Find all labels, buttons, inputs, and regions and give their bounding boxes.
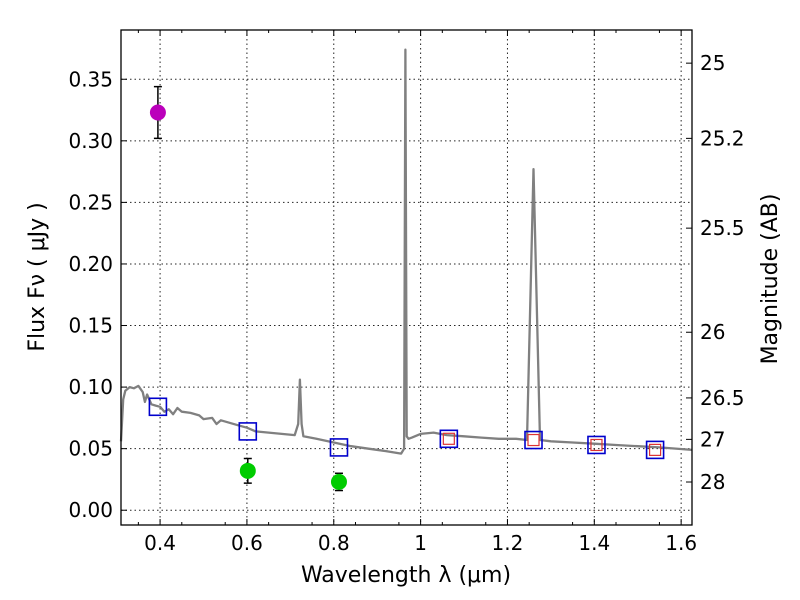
right-tick-label: 26.5 (700, 386, 745, 410)
x-tick-label: 1.4 (578, 531, 610, 555)
observed-point (149, 104, 166, 121)
model-band-square (148, 397, 168, 417)
observed-point (330, 473, 347, 490)
y-tick-label: 0.15 (68, 314, 113, 338)
measured-band-square (527, 433, 540, 447)
right-tick-label: 25 (700, 51, 725, 75)
grid (121, 30, 692, 525)
x-tick-label: 1.6 (665, 531, 697, 555)
plot-frame (120, 29, 693, 526)
y-tick-label: 0.35 (68, 67, 113, 91)
x-tick-label: 0.4 (144, 531, 176, 555)
right-tick-label: 25.5 (700, 216, 745, 240)
plot-series (119, 48, 693, 492)
model-band-square (238, 422, 258, 441)
right-tick-label: 26 (700, 320, 725, 344)
measured-band-square (648, 443, 662, 456)
x-axis-label: Wavelength λ (μm) (301, 563, 511, 588)
right-tick-label: 28 (700, 470, 725, 494)
y-tick-label: 0.20 (68, 252, 113, 276)
axis-ticks: 0.4 0.6 0.8 1 1.2 1.4 1.6 0.00 0.05 0.10 0.15 0.20 0… (68, 30, 745, 555)
model-band-square (439, 429, 459, 449)
y-tick-label: 0.10 (68, 375, 113, 399)
right-axis-label: Magnitude (AB) (758, 194, 783, 365)
y-tick-label: 0.25 (68, 190, 113, 214)
right-tick-label: 27 (700, 427, 725, 451)
y-tick-label: 0.05 (68, 437, 113, 461)
y-tick-label: 0.00 (68, 498, 113, 522)
y-axis-label: Flux Fν ( μJy ) (25, 202, 50, 351)
y-tick-label: 0.30 (68, 129, 113, 153)
x-tick-label: 1.2 (492, 531, 524, 555)
observed-point (239, 462, 256, 479)
x-tick-label: 0.8 (318, 531, 350, 555)
x-tick-label: 1 (414, 531, 427, 555)
model-band-square (645, 440, 665, 460)
x-tick-label: 0.6 (231, 531, 263, 555)
model-band-square (329, 438, 349, 457)
model-band-square (587, 435, 606, 455)
model-band-square (524, 430, 543, 450)
right-tick-label: 25.2 (700, 126, 745, 150)
spectrum-line (119, 48, 693, 455)
measured-band-square (442, 432, 455, 445)
measured-band-square (590, 438, 603, 452)
